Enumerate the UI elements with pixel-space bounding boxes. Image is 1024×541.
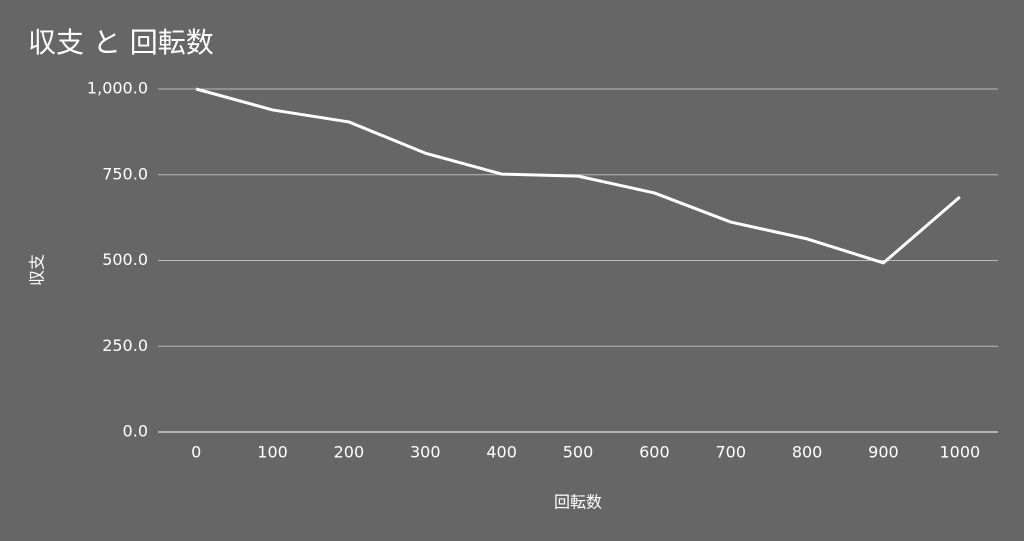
x-tick-label: 300 xyxy=(410,443,441,462)
y-tick-label: 1,000.0 xyxy=(87,79,148,98)
y-tick-label: 0.0 xyxy=(123,422,148,441)
y-tick-label: 750.0 xyxy=(102,164,148,183)
y-tick-label: 500.0 xyxy=(102,250,148,269)
x-tick-label: 700 xyxy=(715,443,746,462)
x-tick-label: 1000 xyxy=(939,443,980,462)
x-tick-label: 100 xyxy=(257,443,288,462)
x-tick-label: 900 xyxy=(868,443,899,462)
x-tick-label: 0 xyxy=(191,443,201,462)
x-tick-label: 500 xyxy=(563,443,594,462)
x-axis-label: 回転数 xyxy=(554,493,602,512)
data-line xyxy=(195,87,961,265)
x-tick-label: 800 xyxy=(792,443,823,462)
x-tick-label: 200 xyxy=(334,443,365,462)
y-tick-label: 250.0 xyxy=(102,336,148,355)
y-axis-label: 収支 xyxy=(28,254,47,286)
chart-title: 収支 と 回転数 xyxy=(28,26,214,59)
x-tick-label: 600 xyxy=(639,443,670,462)
x-tick-label: 400 xyxy=(486,443,517,462)
